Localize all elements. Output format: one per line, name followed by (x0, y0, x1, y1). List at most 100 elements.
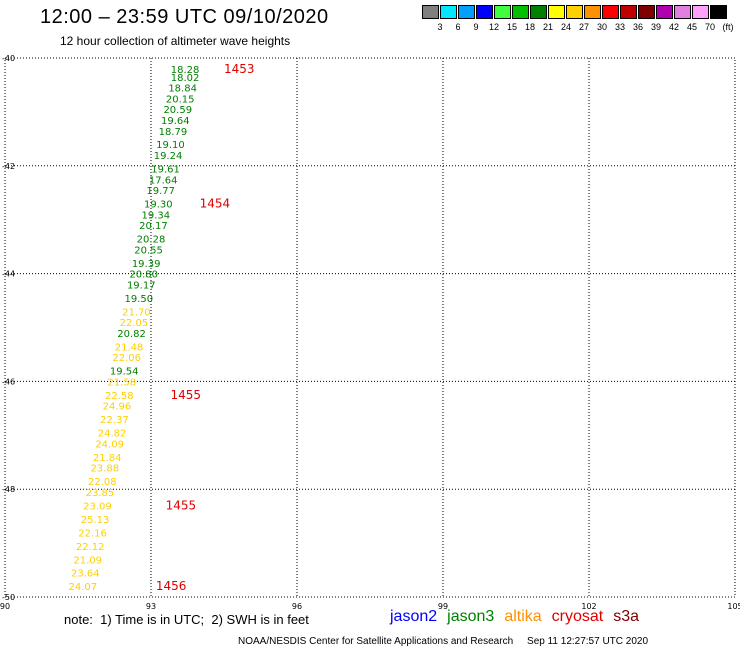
wave-height-label: 19.54 (110, 367, 139, 378)
color-swatch (512, 5, 529, 19)
wave-height-label: 23.09 (83, 501, 112, 512)
color-scale-label: 70 (704, 22, 715, 32)
wave-height-label: 23.88 (90, 464, 119, 475)
wave-height-label: 20.55 (134, 245, 163, 256)
legend-item-altika: altika (504, 608, 542, 625)
credit-line: NOAA/NESDIS Center for Satellite Applica… (238, 636, 649, 647)
chart-subtitle: 12 hour collection of altimeter wave hei… (60, 34, 291, 48)
legend-item-cryosat: cryosat (551, 608, 604, 625)
color-swatch (620, 5, 637, 19)
color-scale-label: 24 (560, 22, 571, 32)
color-swatch (692, 5, 709, 19)
x-tick-label: 93 (146, 602, 156, 611)
wave-height-label: 19.61 (151, 164, 180, 175)
y-tick-label: -42 (2, 162, 15, 171)
wave-height-label: 24.09 (95, 439, 124, 450)
pass-time-label: 1454 (200, 197, 231, 211)
wave-height-label: 24.82 (98, 429, 127, 440)
y-tick-label: -48 (2, 485, 15, 494)
wave-height-label: 19.10 (156, 140, 185, 151)
color-scale-label: 36 (632, 22, 643, 32)
pass-time-label: 1455 (166, 498, 197, 512)
color-swatch (548, 5, 565, 19)
x-tick-label: 105 (727, 602, 740, 611)
color-scale-label: 12 (488, 22, 499, 32)
color-scale-label: 39 (650, 22, 661, 32)
plot-frame (4, 57, 736, 598)
color-scale-label: 9 (473, 22, 479, 32)
footnote: note: 1) Time is in UTC; 2) SWH is in fe… (64, 612, 309, 627)
wave-height-label: 22.37 (100, 415, 129, 426)
x-tick-label: 90 (0, 602, 10, 611)
satellite-legend: jason2 jason3 altika cryosat s3a (390, 608, 649, 626)
x-tick-label: 99 (438, 602, 448, 611)
legend-item-jason2: jason2 (390, 608, 438, 625)
wave-height-label: 19.34 (142, 210, 171, 221)
color-swatch (674, 5, 691, 19)
wave-height-label: 21.84 (93, 453, 122, 464)
wave-height-label: 22.05 (120, 318, 149, 329)
y-tick-label: -40 (2, 54, 15, 63)
color-swatch (638, 5, 655, 19)
wave-height-label: 22.06 (112, 353, 141, 364)
wave-height-label: 24.07 (69, 582, 98, 593)
wave-height-label: 19.24 (154, 151, 183, 162)
color-scale-label: 3 (437, 22, 443, 32)
wave-height-label: 20.28 (137, 235, 166, 246)
color-swatch (584, 5, 601, 19)
color-scale-label: 30 (596, 22, 607, 32)
color-scale-label: 33 (614, 22, 625, 32)
chart-title: 12:00 – 23:59 UTC 09/10/2020 (40, 6, 329, 28)
wave-height-label: 19.77 (146, 186, 175, 197)
legend-item-s3a: s3a (613, 608, 640, 625)
y-tick-label: -46 (2, 377, 15, 386)
color-scale-label: 42 (668, 22, 679, 32)
color-swatch (422, 5, 439, 19)
wave-height-label: 22.16 (78, 528, 107, 539)
color-scale-label: 15 (506, 22, 517, 32)
wave-height-label: 20.82 (117, 329, 146, 340)
wave-height-label: 20.59 (163, 105, 192, 116)
wave-height-label: 18.02 (171, 73, 200, 84)
pass-time-label: 1453 (224, 62, 255, 76)
y-tick-label: -50 (2, 593, 15, 602)
wave-height-label: 20.80 (129, 270, 158, 281)
wave-height-label: 22.08 (88, 477, 117, 488)
wave-height-label: 24.96 (103, 402, 132, 413)
color-scale-label: 27 (578, 22, 589, 32)
wave-height-label: 21.58 (107, 377, 136, 388)
wave-height-label: 18.84 (168, 84, 197, 95)
color-swatch (458, 5, 475, 19)
pass-time-label: 1456 (156, 579, 187, 593)
wave-height-label: 18.79 (159, 127, 188, 138)
color-swatch (476, 5, 493, 19)
wave-height-label: 20.15 (166, 94, 195, 105)
wave-height-label: 19.39 (132, 259, 161, 270)
wave-height-label: 25.13 (81, 515, 110, 526)
wave-height-label: 22.12 (76, 542, 105, 553)
wave-height-label: 21.09 (73, 555, 102, 566)
wave-height-label: 19.30 (144, 200, 173, 211)
wave-height-label: 19.50 (125, 294, 154, 305)
x-tick-label: 102 (581, 602, 596, 611)
x-tick-label: 96 (292, 602, 302, 611)
color-swatch (440, 5, 457, 19)
y-tick-label: -44 (2, 270, 15, 279)
wave-height-label: 22.58 (105, 391, 134, 402)
legend-item-jason3: jason3 (447, 608, 495, 625)
color-scale-label: 21 (542, 22, 553, 32)
wave-height-label: 21.48 (115, 342, 144, 353)
wave-height-label: 23.85 (86, 488, 115, 499)
color-scale-label: 18 (524, 22, 535, 32)
color-swatch (602, 5, 619, 19)
wave-height-label: 18.28 (171, 65, 200, 76)
pass-time-label: 1455 (170, 388, 201, 402)
color-swatch (530, 5, 547, 19)
wave-height-label: 21.70 (122, 307, 151, 318)
color-scale-label: (ft) (722, 22, 734, 32)
color-swatch (656, 5, 673, 19)
color-scale-label: 45 (686, 22, 697, 32)
wave-height-label: 19.64 (161, 116, 190, 127)
wave-height-label: 19.17 (127, 280, 156, 291)
